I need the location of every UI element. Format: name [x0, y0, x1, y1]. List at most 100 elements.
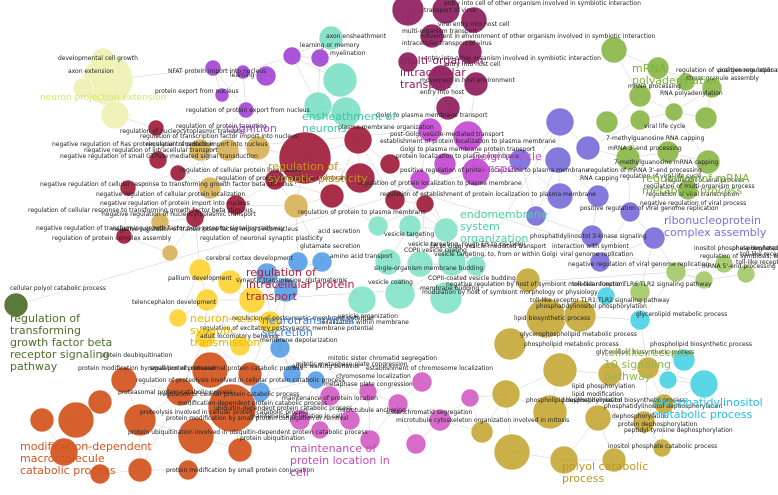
node-label: negative regulation of viral process	[640, 200, 746, 207]
node-label: membrane depolarization	[260, 337, 338, 344]
node-label: telencephalon development	[132, 299, 217, 306]
network-node	[427, 64, 455, 92]
network-node	[165, 377, 195, 407]
node-label: stress granule assembly	[686, 75, 759, 82]
node-label: regulation of protein to plasma membrane	[298, 209, 426, 216]
cluster-label-catabolic: modification-dependent macromolecule catab…	[20, 440, 152, 477]
cluster-label-intracellular: regulation of intracellular protein transp…	[246, 266, 354, 303]
network-node	[508, 148, 532, 172]
network-node	[632, 410, 656, 434]
node-label: regulation of cellular protein catabolic…	[160, 391, 299, 398]
node-label: maintenance of location in cell	[250, 413, 343, 420]
node-label: vesicle targeting	[384, 231, 434, 238]
node-label: transport of virus	[424, 7, 476, 14]
node-label: movement in host environment	[420, 77, 515, 84]
network-node	[216, 138, 240, 162]
network-node	[57, 401, 95, 439]
network-node	[437, 247, 467, 277]
network-node	[646, 56, 670, 80]
network-node	[656, 140, 680, 164]
network-node	[347, 285, 377, 315]
node-label: toll-like receptor 5 signaling pathway	[740, 251, 778, 258]
node-label: glutamate secretion	[300, 243, 361, 250]
cluster-label-dev-growth: neuron projection extension	[40, 93, 166, 103]
node-label: pallium development	[168, 275, 232, 282]
network-node	[237, 361, 263, 387]
node-label: interaction with symbiont	[552, 243, 629, 250]
node-label: NFAT protein import into nucleus	[168, 68, 266, 75]
node-label: RNA capping	[580, 175, 619, 182]
node-label: regulation of excitatory postsynaptic me…	[200, 325, 374, 332]
node-label: regulation of viral process	[666, 177, 744, 184]
node-label: microtubule cytoskeleton organization in…	[396, 417, 569, 424]
network-node	[322, 62, 358, 98]
node-label: regulation of nucleocytoplasmic transpor…	[120, 128, 246, 135]
network-node	[433, 152, 457, 176]
node-label: metaphase plate congression	[324, 381, 413, 388]
node-label: mRNA processing	[628, 83, 681, 90]
network-edge	[357, 139, 411, 227]
cluster-label-neuron-neuron: neuron-neuron synaptic transmission	[190, 312, 271, 349]
network-node	[584, 404, 612, 432]
node-label: multi-organism transport	[402, 28, 478, 35]
node-label: negative regulation of cellular response…	[40, 181, 293, 188]
network-edge	[319, 391, 369, 431]
node-label: RNA polyadenylation	[660, 90, 723, 97]
network-node	[161, 244, 179, 262]
network-node	[428, 408, 452, 432]
network-node	[589, 251, 611, 273]
node-label: negative regulation of small GTPase medi…	[60, 153, 258, 160]
network-node	[714, 254, 734, 274]
network-edge	[475, 121, 561, 267]
node-label: modification-dependent protein catabolic…	[178, 400, 327, 407]
network-node	[273, 277, 299, 303]
network-node	[282, 364, 302, 384]
node-label: protein deubiquitination	[100, 352, 172, 359]
network-node	[642, 226, 666, 250]
node-label: post-Golgi vesicle-mediated transport	[390, 131, 504, 138]
network-node	[119, 179, 137, 197]
network-node	[672, 348, 696, 372]
node-label: learning or memory	[300, 42, 360, 49]
node-label: viral entry into host cell	[438, 21, 510, 28]
network-node	[123, 403, 157, 437]
network-node	[601, 447, 627, 473]
node-label: amino acid transport	[330, 253, 393, 260]
network-node	[185, 208, 205, 228]
node-label: regulation of neuronal synaptic plastici…	[200, 235, 323, 242]
network-node	[619, 201, 641, 223]
node-label: negative regulation of transforming grow…	[36, 225, 285, 232]
network-node	[417, 117, 443, 143]
network-node	[367, 215, 389, 237]
cluster-label-pi: phosphatidylinositol metabolic process	[652, 396, 763, 421]
node-label: regulation of mRNA 3'-end processing	[588, 167, 702, 174]
node-label: vesicle targeting, to, from or within Go…	[434, 251, 558, 258]
network-node	[493, 327, 527, 361]
network-node	[580, 224, 604, 248]
node-label: regulation of protein localization to pl…	[358, 180, 522, 187]
node-label: protein modification by small protein re…	[78, 365, 216, 372]
node-label: lipid biosynthetic process	[514, 315, 590, 322]
node-label: phosphatidylinositol 3-kinase signaling	[530, 233, 647, 240]
network-node	[596, 286, 616, 306]
network-node	[515, 267, 541, 293]
network-node	[87, 389, 113, 415]
network-node	[433, 217, 459, 243]
network-node	[310, 420, 330, 440]
node-label: protein localization to plasma membrane	[396, 153, 520, 160]
node-label: negative regulation of nucleocytoplasmic…	[102, 211, 256, 218]
node-label: establishment of chromosome localization	[366, 365, 493, 372]
network-node	[457, 39, 483, 65]
network-node	[177, 459, 199, 481]
network-node	[374, 248, 402, 276]
node-label: mRNA 5'-end processing	[702, 263, 776, 270]
network-node	[419, 23, 445, 49]
cluster-label-rnp: ribonucleoprotein complex assembly	[664, 214, 767, 239]
node-label: movement in environment of other organis…	[420, 33, 656, 40]
network-edge	[127, 172, 179, 189]
network-node	[287, 251, 309, 273]
network-node	[597, 361, 623, 387]
cluster-label-tgf: regulation of transforming growth factor b…	[10, 312, 112, 373]
network-node	[282, 46, 302, 66]
network-node	[694, 106, 718, 130]
